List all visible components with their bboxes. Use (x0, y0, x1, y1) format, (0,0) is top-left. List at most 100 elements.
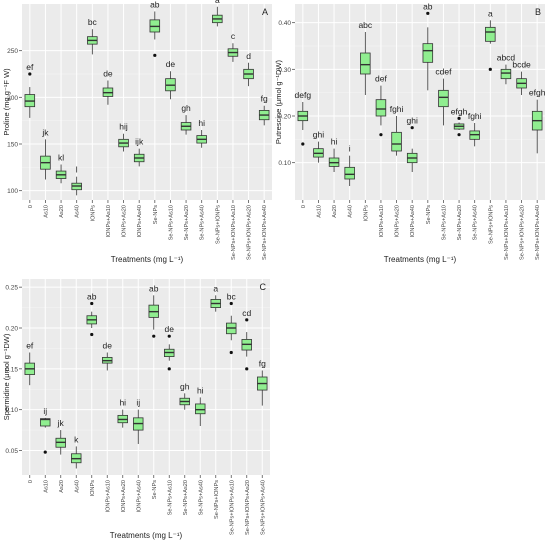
x-tick-label: Se-NPs+As40 (198, 480, 204, 515)
box-As40: i (344, 144, 355, 186)
box-Se-NPs+As40: fghi (468, 111, 482, 147)
significance-letter: cdef (435, 67, 452, 77)
box-As10: jk (40, 127, 51, 180)
significance-letter: a (213, 283, 218, 293)
x-tick-label: Se-NPs (153, 205, 159, 224)
box-iqr (344, 166, 355, 180)
x-axis-title: Treatments (mg L⁻¹) (384, 255, 457, 264)
outlier-point (410, 126, 414, 130)
x-tick-label: Se-NPs (152, 480, 158, 499)
box-IONPs+As10: de (102, 341, 113, 371)
box-IONPs: bc (87, 17, 98, 55)
significance-letter: d (246, 51, 251, 61)
significance-letter: a (215, 0, 220, 5)
box-As20: jk (55, 418, 66, 455)
box-Se-NPs+IONPs+As10: bc (226, 292, 236, 355)
x-tick-label: As40 (75, 205, 81, 218)
significance-letter: fg (259, 358, 266, 368)
significance-letter: gh (180, 381, 190, 391)
box-IONPs+As40: ijk (133, 137, 145, 167)
box-IONPs+As20: hi (117, 398, 128, 428)
box-iqr (391, 131, 402, 152)
y-tick-label: 200 (7, 95, 18, 102)
x-tick-label: Se-NPs+As20 (184, 205, 190, 240)
box-Se-NPs+IONPs+As10: c (227, 31, 239, 62)
outlier-point (43, 450, 47, 454)
significance-letter: hij (119, 122, 128, 132)
outlier-point (488, 67, 492, 71)
outlier-point (245, 318, 249, 322)
outlier-point (457, 116, 461, 120)
x-tick-label: IONPs+As10 (105, 480, 111, 513)
x-tick-label: Se-NPs+As10 (167, 480, 173, 515)
y-tick-label: 0.40 (278, 20, 291, 27)
significance-letter: ijk (135, 137, 144, 147)
box-iqr (485, 26, 496, 42)
x-tick-label: IONPs+As20 (122, 205, 128, 238)
x-tick-label: Se-NPs+As20 (457, 205, 463, 240)
box-iqr (360, 52, 371, 75)
y-axis-title: Putrescine (μmol g⁻¹DW) (274, 59, 283, 144)
box-Se-NPs+As40: hi (195, 385, 206, 426)
significance-letter: cd (242, 308, 251, 318)
x-tick-label: As40 (74, 480, 80, 493)
box-iqr (195, 403, 206, 415)
x-tick-label: IONPs (363, 205, 369, 222)
box-Se-NPs: ab (422, 1, 434, 91)
significance-letter: ab (149, 283, 159, 293)
box-As40: k (71, 434, 82, 469)
significance-letter: hi (197, 385, 204, 395)
significance-letter: ab (87, 292, 97, 302)
y-tick-label: 250 (7, 48, 18, 55)
box-Se-NPs+As10: de (165, 59, 176, 100)
x-tick-label: As20 (332, 205, 338, 218)
significance-letter: ghi (313, 130, 324, 140)
outlier-point (426, 11, 430, 15)
significance-letter: a (488, 8, 493, 18)
x-tick-label: As10 (43, 205, 49, 218)
box-Se-NPs+IONPs+As10: abcd (497, 53, 515, 85)
y-tick-label: 0.10 (5, 407, 18, 414)
box-IONPs+As40: ij (133, 398, 144, 444)
significance-letter: def (375, 74, 387, 84)
y-axis-title: Spermidine (μmol g⁻¹DW) (2, 333, 11, 420)
outlier-point (229, 350, 233, 355)
box-iqr (500, 68, 512, 80)
significance-letter: ef (26, 62, 34, 72)
x-tick-label: IONPs+As40 (410, 205, 416, 238)
x-tick-label: As20 (59, 480, 65, 493)
significance-letter: fghi (468, 111, 482, 121)
x-tick-label: 0 (28, 205, 34, 208)
outlier-point (153, 53, 157, 57)
significance-letter: ij (43, 406, 47, 416)
significance-letter: l (76, 165, 78, 175)
box-IONPs: abc (358, 20, 373, 95)
x-tick-label: Se-NPs+IONPs+As20 (520, 205, 526, 260)
box-Se-NPs+IONPs+As40: efgh (529, 88, 546, 154)
box-Se-NPs+IONPs+As40: fg (257, 358, 268, 406)
outlier-point (167, 334, 171, 338)
significance-letter: defg (295, 90, 312, 100)
box-Se-NPs+IONPs+As40: fg (258, 94, 270, 126)
x-tick-label: IONPs (90, 205, 96, 222)
significance-letter: bc (88, 17, 98, 27)
significance-letter: gh (181, 103, 191, 113)
box-Se-NPs+IONPs: a (210, 283, 221, 312)
x-tick-label: Se-NPs+IONPs+As10 (504, 205, 510, 260)
x-axis-title: Treatments (mg L⁻¹) (111, 255, 184, 264)
box-Se-NPs+As20: gh (180, 103, 192, 135)
x-tick-label: Se-NPs+As40 (200, 205, 206, 240)
y-tick-label: 100 (7, 188, 18, 195)
box-Se-NPs+As40: hi (196, 118, 207, 148)
y-tick-label: 150 (7, 142, 18, 149)
x-axis-title: Treatments (mg L⁻¹) (110, 531, 183, 540)
box-Se-NPs+IONPs+As20: d (243, 51, 254, 87)
y-tick-label: 0.25 (5, 285, 18, 292)
significance-letter: bcde (512, 60, 531, 70)
box-Se-NPs+As20: efgh (451, 106, 468, 137)
box-Se-NPs+As10: cdef (435, 67, 452, 126)
x-tick-label: Se-NPs+IONPs+As40 (535, 205, 541, 260)
outlier-point (90, 332, 94, 337)
